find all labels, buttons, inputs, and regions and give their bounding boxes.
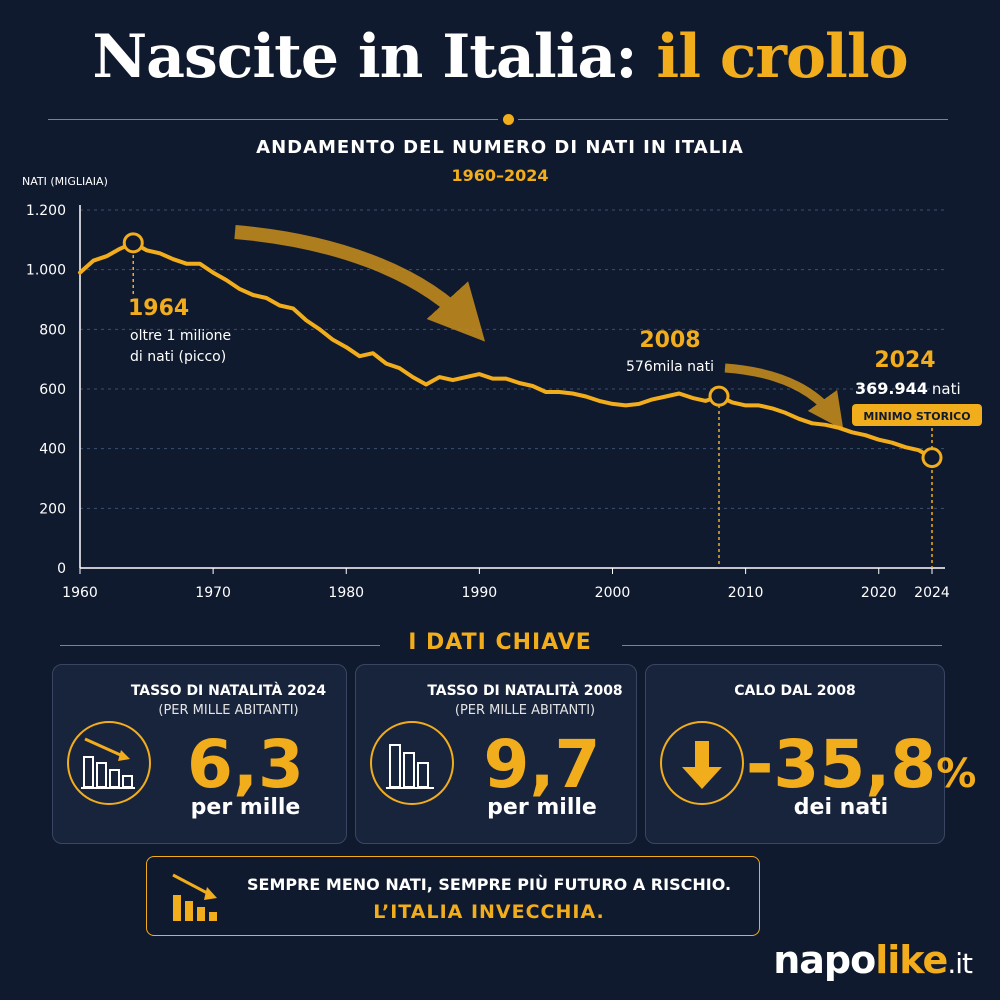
brand-logo: napolike.it <box>773 938 973 982</box>
card-birth-rate-2008: TASSO DI NATALITÀ 2008 (PER MILLE ABITAN… <box>355 664 637 844</box>
y-tick-label: 1.200 <box>26 203 66 219</box>
annotation-2008-line1: 576mila nati <box>626 359 714 375</box>
y-tick-label: 600 <box>39 382 66 398</box>
card-title: CALO DAL 2008 <box>734 683 856 699</box>
card-title: TASSO DI NATALITÀ 2024 <box>130 683 327 699</box>
brand-part1: napo <box>773 938 876 982</box>
chart-period: 1960–2024 <box>451 166 549 185</box>
annotation-2024-value-line: 369.944 nati <box>855 379 961 398</box>
banner-line2: L’ITALIA INVECCHIA. <box>373 901 605 923</box>
title-main: Nascite in Italia: <box>92 22 657 92</box>
x-tick-label: 1980 <box>328 585 364 601</box>
title-divider-left <box>48 119 498 120</box>
annotation-1964-year: 1964 <box>128 296 189 321</box>
page-title: Nascite in Italia: il crollo <box>0 22 1000 92</box>
y-tick-label: 800 <box>39 322 66 338</box>
x-tick-label: 2000 <box>595 585 631 601</box>
y-axis-ticks: 0 200 400 600 800 1.000 1.200 <box>26 203 66 577</box>
trend-arrow-1 <box>234 225 486 342</box>
y-axis-label: NATI (MIGLIAIA) <box>22 175 108 188</box>
highlight-marker-1964 <box>122 232 144 254</box>
banner-line1: SEMPRE MENO NATI, SEMPRE PIÙ FUTURO A RI… <box>246 875 732 894</box>
conclusion-banner: SEMPRE MENO NATI, SEMPRE PIÙ FUTURO A RI… <box>146 856 760 936</box>
x-tick-label: 2024 <box>914 585 950 601</box>
brand-part2: like <box>875 938 948 982</box>
x-tick-label: 1970 <box>195 585 231 601</box>
annotation-1964: 1964 oltre 1 milione di nati (picco) <box>128 296 231 365</box>
card-unit: per mille <box>487 795 597 820</box>
trend-arrow-2 <box>724 363 844 430</box>
card-subtitle: (PER MILLE ABITANTI) <box>454 703 596 718</box>
y-tick-label: 0 <box>57 561 66 577</box>
card-value-suffix: % <box>936 751 977 797</box>
annotation-1964-line2: di nati (picco) <box>130 349 226 365</box>
highlight-marker-2024 <box>921 447 943 469</box>
title-accent: il crollo <box>656 22 908 92</box>
annotation-2024-value: 369.944 <box>855 379 928 398</box>
card-value-number: -35,8 <box>746 726 937 803</box>
x-tick-label: 2010 <box>728 585 764 601</box>
x-tick-label: 1990 <box>462 585 498 601</box>
annotation-2008-year: 2008 <box>639 328 700 353</box>
down-arrow-icon <box>660 721 744 805</box>
declining-chart-icon <box>172 873 217 921</box>
highlight-marker-2008 <box>708 385 730 407</box>
card-decline-since-2008: CALO DAL 2008 -35,8% dei nati <box>645 664 976 844</box>
y-tick-label: 400 <box>39 442 66 458</box>
annotation-1964-line1: oltre 1 milione <box>130 328 231 344</box>
annotation-2024-year: 2024 <box>874 348 935 373</box>
grid-lines <box>79 205 945 569</box>
birth-line-chart: NATI (MIGLIAIA) 02004006008001.0001.200 … <box>22 175 982 601</box>
series-line <box>78 240 934 460</box>
card-unit: per mille <box>190 795 301 820</box>
title-divider-right <box>518 119 948 120</box>
key-data-heading: I DATI CHIAVE <box>408 630 592 655</box>
section-divider-right <box>622 645 942 646</box>
chart-subtitle: ANDAMENTO DEL NUMERO DI NATI IN ITALIA <box>256 137 744 158</box>
x-axis-ticks: 1960 1970 1980 1990 2000 2010 2020 2024 <box>62 568 950 601</box>
minimo-storico-badge: MINIMO STORICO <box>863 410 970 423</box>
x-tick-label: 2020 <box>861 585 897 601</box>
bars-icon <box>370 721 454 805</box>
card-subtitle: (PER MILLE ABITANTI) <box>158 703 299 718</box>
title-divider-dot <box>503 114 514 125</box>
section-divider-left <box>60 645 380 646</box>
card-title: TASSO DI NATALITÀ 2008 <box>427 683 623 699</box>
highlight-markers <box>122 232 943 469</box>
annotation-2024: 2024 369.944 nati MINIMO STORICO <box>852 348 982 426</box>
annotation-2024-unit: nati <box>932 380 961 398</box>
card-value: 9,7 <box>483 726 601 803</box>
series-line-path <box>78 240 934 460</box>
card-value: 6,3 <box>187 726 304 803</box>
brand-part3: .it <box>947 947 973 980</box>
minimo-storico-badge-bg <box>852 404 982 426</box>
y-tick-label: 1.000 <box>26 263 66 279</box>
annotation-guides <box>132 255 933 568</box>
x-tick-label: 1960 <box>62 585 98 601</box>
y-tick-label: 200 <box>39 501 66 517</box>
declining-bars-icon <box>67 721 151 805</box>
annotation-2008: 2008 576mila nati <box>626 328 714 375</box>
card-birth-rate-2024: TASSO DI NATALITÀ 2024 (PER MILLE ABITAN… <box>52 664 347 844</box>
card-unit: dei nati <box>793 795 889 820</box>
card-value: -35,8% <box>746 725 976 814</box>
